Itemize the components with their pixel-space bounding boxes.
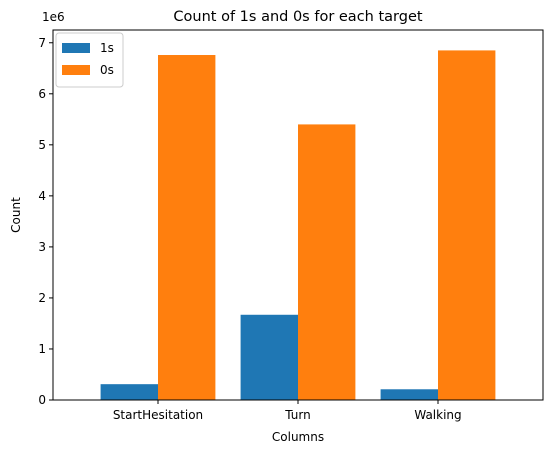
bar-0s-StartHesitation <box>158 55 216 400</box>
legend-swatch-1s <box>62 43 90 53</box>
y-tick-label: 6 <box>38 87 46 101</box>
y-tick-label: 5 <box>38 138 46 152</box>
y-tick-label: 3 <box>38 240 46 254</box>
x-tick-label: Walking <box>414 408 461 422</box>
y-tick-label: 1 <box>38 342 46 356</box>
ticks-group: StartHesitation Turn Walking 0 1 2 3 4 5 6 7 <box>38 36 461 422</box>
legend-label-1s: 1s <box>100 41 114 55</box>
y-tick-label: 2 <box>38 291 46 305</box>
y-tick-label: 4 <box>38 189 46 203</box>
bar-1s-Turn <box>240 314 298 400</box>
legend-label-0s: 0s <box>100 63 114 77</box>
y-axis-label: Count <box>9 197 23 233</box>
x-axis-label: Columns <box>272 430 324 444</box>
legend: 1s 0s <box>55 32 124 88</box>
legend-swatch-0s <box>62 65 90 75</box>
bar-1s-StartHesitation <box>100 384 158 400</box>
bar-0s-Walking <box>438 50 496 400</box>
x-tick-label: StartHesitation <box>113 408 203 422</box>
x-tick-label: Turn <box>284 408 310 422</box>
plot-frame <box>52 29 544 401</box>
bar-1s-Walking <box>380 389 438 400</box>
y-tick-label: 7 <box>38 36 46 50</box>
chart-title: Count of 1s and 0s for each target <box>173 9 422 25</box>
y-multiplier-label: 1e6 <box>42 10 65 24</box>
bars-group <box>100 50 496 400</box>
bar-0s-Turn <box>298 124 356 400</box>
y-tick-label: 0 <box>38 393 46 407</box>
